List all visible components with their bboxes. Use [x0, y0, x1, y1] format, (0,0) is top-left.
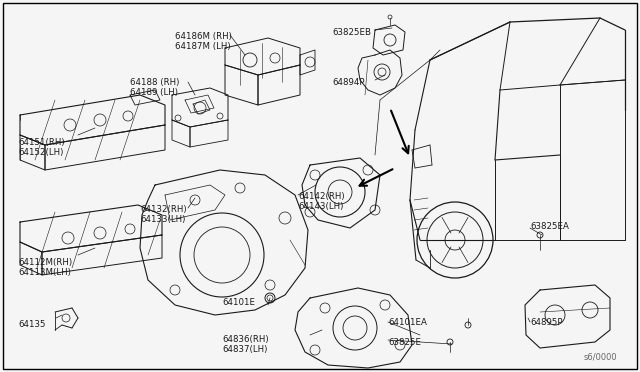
- Text: 64895P: 64895P: [530, 318, 563, 327]
- Text: s6/0000: s6/0000: [583, 353, 617, 362]
- Text: 64837(LH): 64837(LH): [222, 345, 268, 354]
- Text: 64188 (RH): 64188 (RH): [130, 78, 179, 87]
- Text: 64186M (RH): 64186M (RH): [175, 32, 232, 41]
- Text: 63825E: 63825E: [388, 338, 421, 347]
- Text: 64189 (LH): 64189 (LH): [130, 88, 178, 97]
- Text: 64101EA: 64101EA: [388, 318, 427, 327]
- Text: 63825EB: 63825EB: [332, 28, 371, 37]
- Text: 64894P: 64894P: [332, 78, 365, 87]
- Text: 64113M(LH): 64113M(LH): [18, 268, 71, 277]
- Text: 64836(RH): 64836(RH): [222, 335, 269, 344]
- Text: 64112M(RH): 64112M(RH): [18, 258, 72, 267]
- Text: 64142(RH): 64142(RH): [298, 192, 344, 201]
- Text: 64132(RH): 64132(RH): [140, 205, 187, 214]
- Text: 64152(LH): 64152(LH): [18, 148, 63, 157]
- Text: 64133(LH): 64133(LH): [140, 215, 186, 224]
- Text: 63825EA: 63825EA: [530, 222, 569, 231]
- Text: 64151(RH): 64151(RH): [18, 138, 65, 147]
- Text: 64187M (LH): 64187M (LH): [175, 42, 230, 51]
- Text: 64101E: 64101E: [222, 298, 255, 307]
- Text: 64135: 64135: [18, 320, 45, 329]
- Text: 64143(LH): 64143(LH): [298, 202, 344, 211]
